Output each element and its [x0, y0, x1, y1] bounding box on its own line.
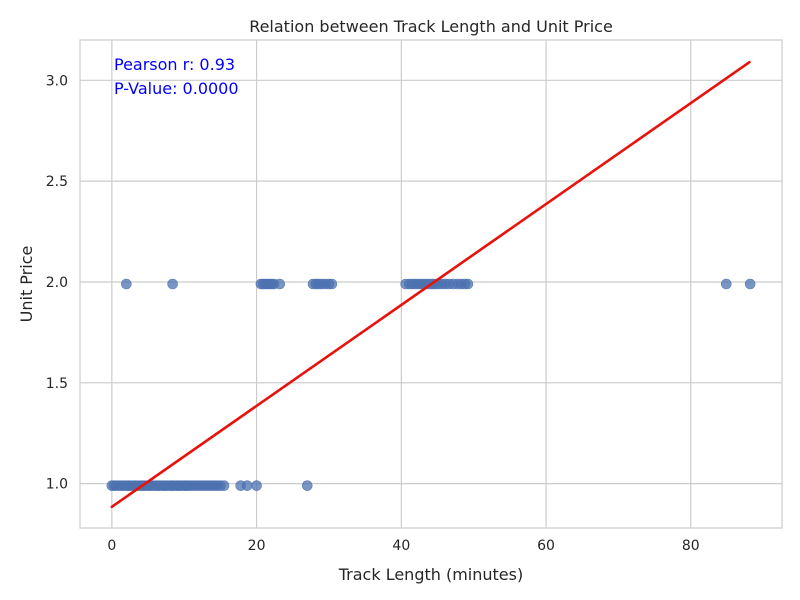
data-point	[218, 480, 230, 491]
y-tick-label: 1.5	[46, 376, 68, 392]
y-axis-title: Unit Price	[17, 246, 36, 323]
data-point	[326, 278, 338, 290]
data-point	[167, 278, 178, 290]
x-tick-labels: 0 20 40 60 80	[107, 538, 699, 554]
data-point	[720, 278, 732, 290]
y-tick-label: 3.0	[46, 73, 68, 89]
data-point	[251, 480, 262, 491]
y-tick-label: 2.5	[46, 174, 68, 190]
data-point	[241, 480, 253, 491]
data-point	[121, 278, 132, 290]
p-value-annotation: P-Value: 0.0000	[114, 79, 239, 98]
x-tick-label: 80	[682, 538, 700, 554]
y-tick-label: 1.0	[46, 477, 68, 493]
data-point	[744, 278, 756, 290]
data-point	[462, 278, 474, 290]
x-tick-label: 20	[248, 538, 266, 554]
x-tick-label: 60	[537, 538, 555, 554]
x-tick-label: 40	[392, 538, 410, 554]
x-axis-title: Track Length (minutes)	[338, 565, 523, 584]
data-point	[301, 480, 313, 491]
data-point	[274, 278, 286, 290]
plot-frame	[79, 39, 783, 529]
x-tick-label: 0	[107, 538, 116, 554]
y-tick-label: 2.0	[46, 275, 68, 291]
pearson-r-annotation: Pearson r: 0.93	[114, 55, 235, 74]
regression-line	[110, 60, 751, 509]
y-tick-labels: 1.0 1.5 2.0 2.5 3.0	[46, 73, 68, 492]
chart-title: Relation between Track Length and Unit P…	[249, 17, 613, 36]
